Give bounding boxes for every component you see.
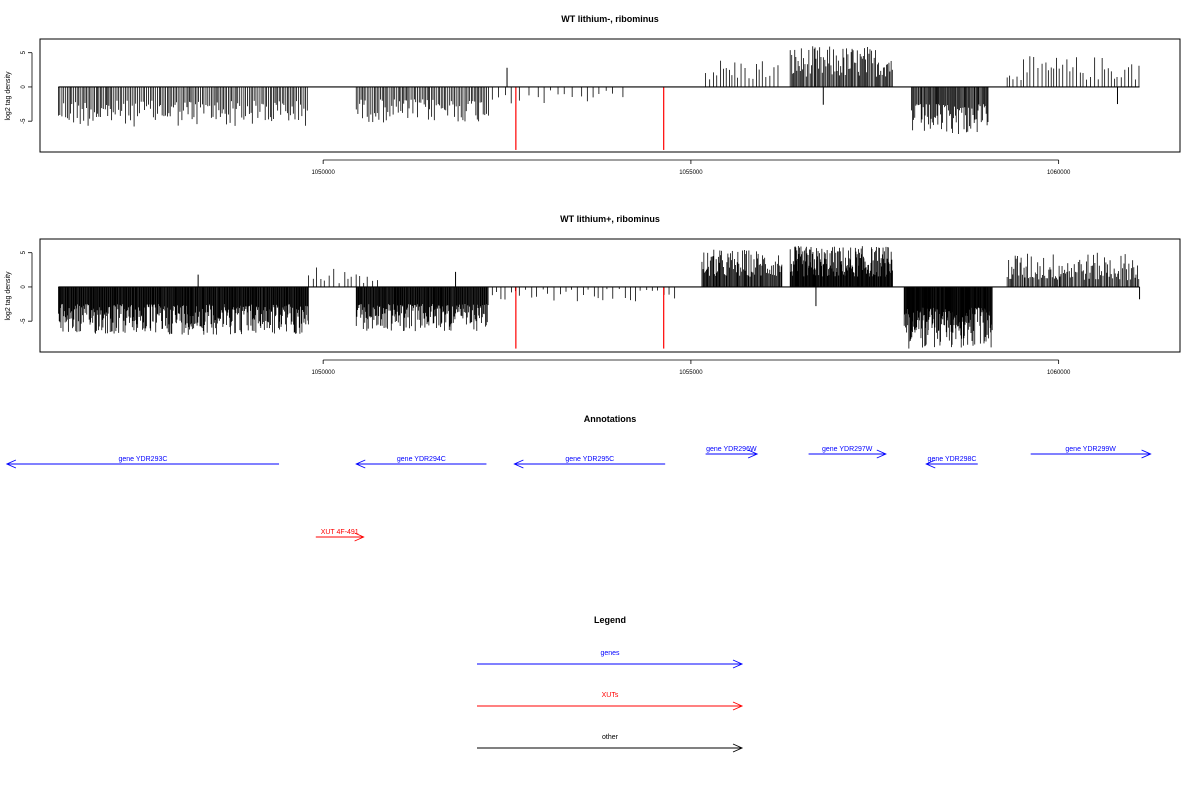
- highlight-bars: [515, 286, 665, 349]
- y-tick-label: -5: [21, 118, 27, 124]
- legend-items: genes XUTs other: [477, 650, 744, 753]
- x-tick-label: 1060000: [1047, 370, 1071, 376]
- signal-bars: [57, 46, 1140, 135]
- annotation-label: gene YDR295C: [565, 456, 614, 463]
- x-tick-label: 1050000: [311, 370, 335, 376]
- legend-item: XUTs: [477, 692, 744, 711]
- annotation-item: gene YDR293C: [5, 456, 280, 469]
- signal-bars: [57, 246, 1141, 349]
- annotations-title: Annotations: [584, 414, 637, 424]
- y-tick-label: 0: [21, 285, 27, 289]
- x-tick-label: 1050000: [311, 170, 335, 176]
- annotation-label: gene YDR299W: [1065, 446, 1116, 453]
- annotation-label: gene YDR297W: [822, 446, 873, 453]
- plot-frame: [39, 238, 1181, 353]
- arrow-head: [1141, 449, 1152, 459]
- arrow-head: [355, 459, 366, 469]
- annotation-label: gene YDR296W: [706, 446, 757, 453]
- track-panel-lithium-plus: WT lithium+, ribominus 5 0 -5 1050000 10550…: [5, 214, 1181, 376]
- track-panel-lithium-minus: WT lithium-, ribominus 5 0 -5 1050000 10550…: [5, 14, 1181, 176]
- arrow-head: [5, 459, 17, 469]
- y-tick-label: -5: [21, 318, 27, 324]
- annotation-item: gene YDR297W: [808, 446, 887, 459]
- x-axis: 1050000 1055000 1060000: [311, 359, 1071, 376]
- arrow-head: [513, 459, 524, 469]
- annotation-item: gene YDR298C: [925, 456, 978, 469]
- arrow-head: [354, 532, 365, 542]
- y-axis-label: log2 tag density: [5, 271, 12, 321]
- legend-title: Legend: [594, 615, 626, 625]
- annotation-item: gene YDR295C: [513, 456, 666, 469]
- x-tick-label: 1060000: [1047, 170, 1071, 176]
- arrow-head: [732, 743, 744, 753]
- track-title: WT lithium-, ribominus: [561, 14, 659, 24]
- x-tick-label: 1055000: [679, 170, 703, 176]
- arrow-head: [732, 659, 744, 669]
- legend-item: genes: [477, 650, 744, 669]
- y-axis-label: log2 tag density: [5, 71, 12, 121]
- legend-label: XUTs: [602, 692, 619, 699]
- x-axis: 1050000 1055000 1060000: [311, 159, 1071, 176]
- legend-label: genes: [600, 650, 620, 657]
- plot-frame: [39, 38, 1181, 153]
- arrow-head: [925, 459, 936, 469]
- annotation-label: XUT 4F-491: [321, 529, 359, 536]
- annotation-item: XUT 4F-491: [315, 529, 365, 542]
- annotation-item: gene YDR296W: [705, 446, 759, 459]
- arrow-head: [732, 701, 744, 711]
- arrow-head: [747, 449, 759, 459]
- y-tick-label: 0: [21, 85, 27, 89]
- legend-panel: Legend genes XUTs other: [477, 615, 744, 753]
- arrow-head: [876, 449, 887, 459]
- legend-item: other: [477, 734, 744, 753]
- track-title: WT lithium+, ribominus: [560, 214, 660, 224]
- legend-label: other: [602, 734, 619, 741]
- annotation-label: gene YDR298C: [928, 456, 977, 463]
- annotation-item: gene YDR294C: [355, 456, 487, 469]
- highlight-bars: [515, 86, 665, 150]
- x-tick-label: 1055000: [679, 370, 703, 376]
- annotation-item: gene YDR299W: [1030, 446, 1152, 459]
- annotation-label: gene YDR293C: [119, 456, 168, 463]
- y-tick-label: 5: [21, 50, 27, 54]
- annotation-label: gene YDR294C: [397, 456, 446, 463]
- annotations-panel: Annotations gene YDR293C gene YDR294C gene…: [5, 414, 1152, 542]
- annotation-arrows: gene YDR293C gene YDR294C gene YDR295C gene…: [5, 446, 1152, 542]
- y-axis: 5 0 -5: [21, 50, 33, 124]
- y-axis: 5 0 -5: [21, 250, 33, 324]
- y-tick-label: 5: [21, 250, 27, 254]
